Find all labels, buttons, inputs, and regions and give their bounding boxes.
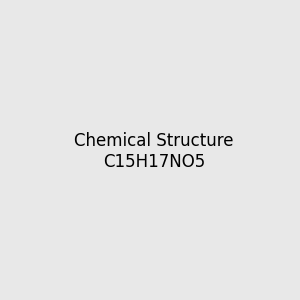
Text: Chemical Structure
C15H17NO5: Chemical Structure C15H17NO5 <box>74 132 233 171</box>
